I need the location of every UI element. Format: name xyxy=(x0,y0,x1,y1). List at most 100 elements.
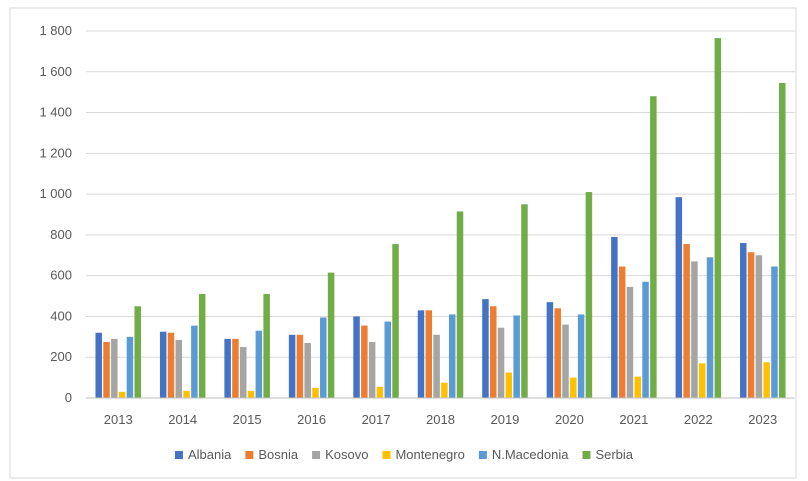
bar-kosovo-2023 xyxy=(755,255,763,398)
legend-item-serbia: Serbia xyxy=(582,447,634,462)
bar-serbia-2023 xyxy=(779,82,786,398)
bar-kosovo-2015 xyxy=(239,347,247,398)
bar-montenegro-2020 xyxy=(570,377,577,398)
bar-bosnia-2021 xyxy=(618,266,626,398)
bar-serbia-2021 xyxy=(650,96,657,398)
bar-n-macedonia-2017 xyxy=(384,321,391,398)
x-tick-label: 2018 xyxy=(426,412,455,427)
x-tick-label: 2022 xyxy=(684,412,713,427)
bar-n-macedonia-2022 xyxy=(706,257,714,398)
legend-label: Montenegro xyxy=(395,447,464,462)
bar-bosnia-2017 xyxy=(361,325,368,398)
legend-swatch xyxy=(245,451,254,459)
y-tick-label: 1 800 xyxy=(39,23,72,38)
legend-item-n-macedonia: N.Macedonia xyxy=(478,447,569,462)
x-tick-label: 2013 xyxy=(104,412,133,427)
bar-albania-2017 xyxy=(353,316,360,398)
bar-n-macedonia-2019 xyxy=(513,315,520,398)
bar-n-macedonia-2015 xyxy=(255,330,263,398)
legend-item-kosovo: Kosovo xyxy=(312,447,368,462)
legend-item-montenegro: Montenegro xyxy=(382,447,465,462)
y-tick-label: 400 xyxy=(50,308,72,323)
bar-montenegro-2019 xyxy=(505,372,513,398)
bar-kosovo-2013 xyxy=(111,338,118,398)
y-tick-label: 1 200 xyxy=(39,145,72,160)
x-tick-label: 2016 xyxy=(297,412,326,427)
bar-montenegro-2017 xyxy=(376,386,384,398)
bar-bosnia-2016 xyxy=(296,334,304,398)
bar-serbia-2013 xyxy=(134,306,141,398)
bar-kosovo-2020 xyxy=(562,324,569,398)
bar-n-macedonia-2014 xyxy=(191,325,198,398)
bar-albania-2018 xyxy=(417,310,425,398)
legend-swatch xyxy=(382,451,391,459)
legend-swatch xyxy=(582,451,591,459)
bar-albania-2016 xyxy=(288,334,296,398)
bar-albania-2015 xyxy=(224,338,231,398)
legend-swatch xyxy=(174,451,183,459)
bar-serbia-2020 xyxy=(585,192,593,398)
bar-montenegro-2022 xyxy=(698,363,706,398)
bar-serbia-2017 xyxy=(392,244,399,398)
bar-kosovo-2022 xyxy=(691,261,698,398)
legend-label: N.Macedonia xyxy=(492,447,569,462)
chart-border xyxy=(9,7,797,479)
bar-montenegro-2014 xyxy=(183,390,190,398)
legend-swatch xyxy=(478,451,487,459)
legend-item-albania: Albania xyxy=(174,447,232,462)
bar-bosnia-2018 xyxy=(425,310,433,398)
bar-bosnia-2013 xyxy=(103,341,110,398)
legend-swatch xyxy=(312,451,321,459)
legend-label: Kosovo xyxy=(325,447,368,462)
bar-n-macedonia-2021 xyxy=(642,281,649,398)
bar-n-macedonia-2020 xyxy=(577,314,585,398)
x-tick-label: 2023 xyxy=(748,412,777,427)
bar-n-macedonia-2018 xyxy=(448,314,456,398)
bar-bosnia-2022 xyxy=(683,244,690,398)
legend: Albania Bosnia Kosovo Montenegro N.Macedonia… xyxy=(174,447,634,462)
bar-albania-2021 xyxy=(611,236,618,398)
legend-label: Albania xyxy=(188,447,232,462)
bar-n-macedonia-2013 xyxy=(126,336,134,398)
y-tick-label: 600 xyxy=(50,268,72,283)
bar-serbia-2022 xyxy=(714,38,722,399)
bar-montenegro-2013 xyxy=(118,391,126,398)
bar-kosovo-2019 xyxy=(497,327,505,398)
bar-bosnia-2023 xyxy=(747,252,755,398)
bar-albania-2022 xyxy=(675,197,683,398)
bar-serbia-2018 xyxy=(456,211,464,398)
bar-montenegro-2016 xyxy=(312,387,319,398)
bar-montenegro-2015 xyxy=(247,390,255,398)
legend-item-bosnia: Bosnia xyxy=(245,447,299,462)
bar-kosovo-2018 xyxy=(433,334,440,398)
bar-montenegro-2023 xyxy=(763,362,770,398)
legend-label: Bosnia xyxy=(258,447,299,462)
bar-serbia-2019 xyxy=(521,204,528,398)
bar-kosovo-2014 xyxy=(175,339,183,398)
bar-albania-2013 xyxy=(95,332,102,398)
y-tick-label: 0 xyxy=(65,390,72,405)
bar-albania-2020 xyxy=(546,302,554,398)
bars xyxy=(95,38,786,399)
y-axis-ticks: 0 200 400 600 800 1 000 1 200 1 400 1 600 1 800 xyxy=(39,23,72,405)
bar-bosnia-2014 xyxy=(167,332,175,398)
bar-n-macedonia-2016 xyxy=(320,317,327,398)
x-tick-label: 2020 xyxy=(555,412,584,427)
x-tick-label: 2019 xyxy=(490,412,519,427)
y-tick-label: 1 000 xyxy=(39,186,72,201)
y-tick-label: 1 600 xyxy=(39,64,72,79)
bar-n-macedonia-2023 xyxy=(771,266,778,398)
bar-bosnia-2020 xyxy=(554,308,561,398)
x-tick-label: 2014 xyxy=(168,412,197,427)
y-tick-label: 800 xyxy=(50,227,72,242)
y-tick-label: 1 400 xyxy=(39,105,72,120)
bar-albania-2019 xyxy=(482,299,489,398)
bar-serbia-2014 xyxy=(198,294,206,398)
x-axis-ticks: 2013 2014 2015 2016 2017 2018 2019 2020 2021 2022… xyxy=(104,412,777,427)
bar-kosovo-2016 xyxy=(304,342,311,398)
x-tick-label: 2017 xyxy=(362,412,391,427)
bar-serbia-2016 xyxy=(327,272,335,398)
y-tick-label: 200 xyxy=(50,349,72,364)
